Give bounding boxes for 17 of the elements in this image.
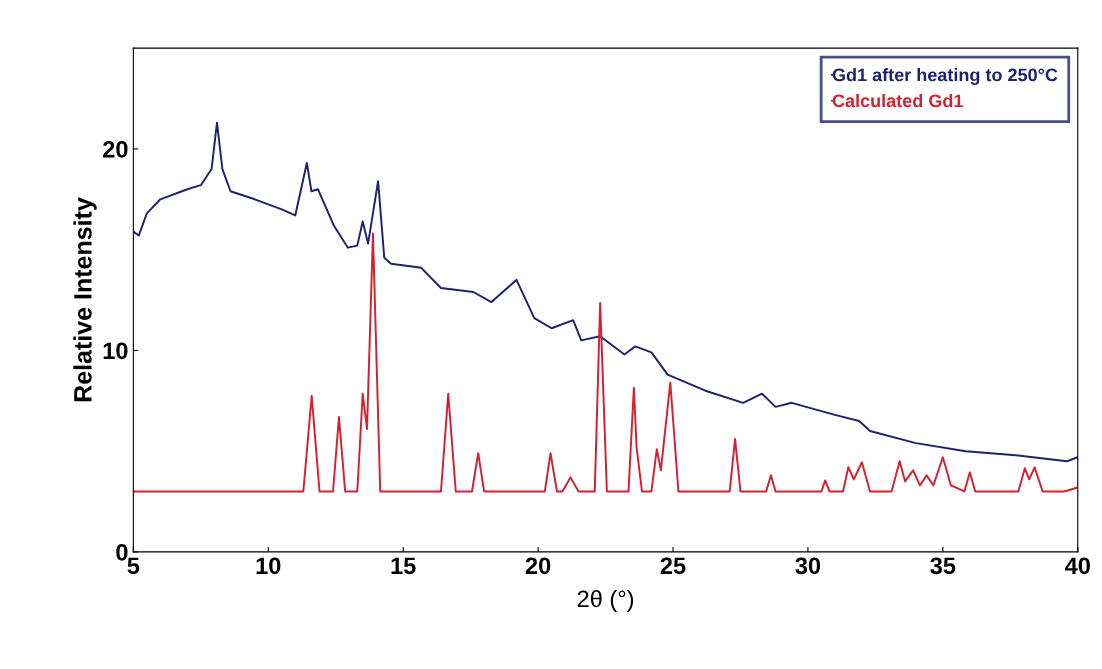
x-tick-label: 30 — [795, 557, 821, 575]
x-tick-label: 10 — [256, 557, 281, 575]
line-series — [133, 232, 1078, 493]
y-axis-title: Relative Intensity — [73, 197, 97, 402]
line-series — [133, 121, 1078, 463]
x-tick-label: 25 — [660, 557, 686, 575]
y-tick-label: 20 — [103, 140, 128, 158]
x-tick-label: 40 — [1064, 557, 1090, 575]
x-tick-label: 15 — [391, 557, 416, 575]
legend-label: Gd1 after heating to 250°C — [832, 68, 1058, 85]
y-tick-label: 10 — [103, 342, 128, 360]
x-axis-title: 2θ (°) — [577, 589, 634, 612]
x-tick-label: 35 — [930, 557, 956, 575]
x-tick-label: 20 — [525, 557, 551, 575]
x-tick-label: 5 — [127, 557, 140, 575]
legend-label: Calculated Gd1 — [832, 93, 963, 108]
y-tick-label: 0 — [116, 543, 128, 561]
